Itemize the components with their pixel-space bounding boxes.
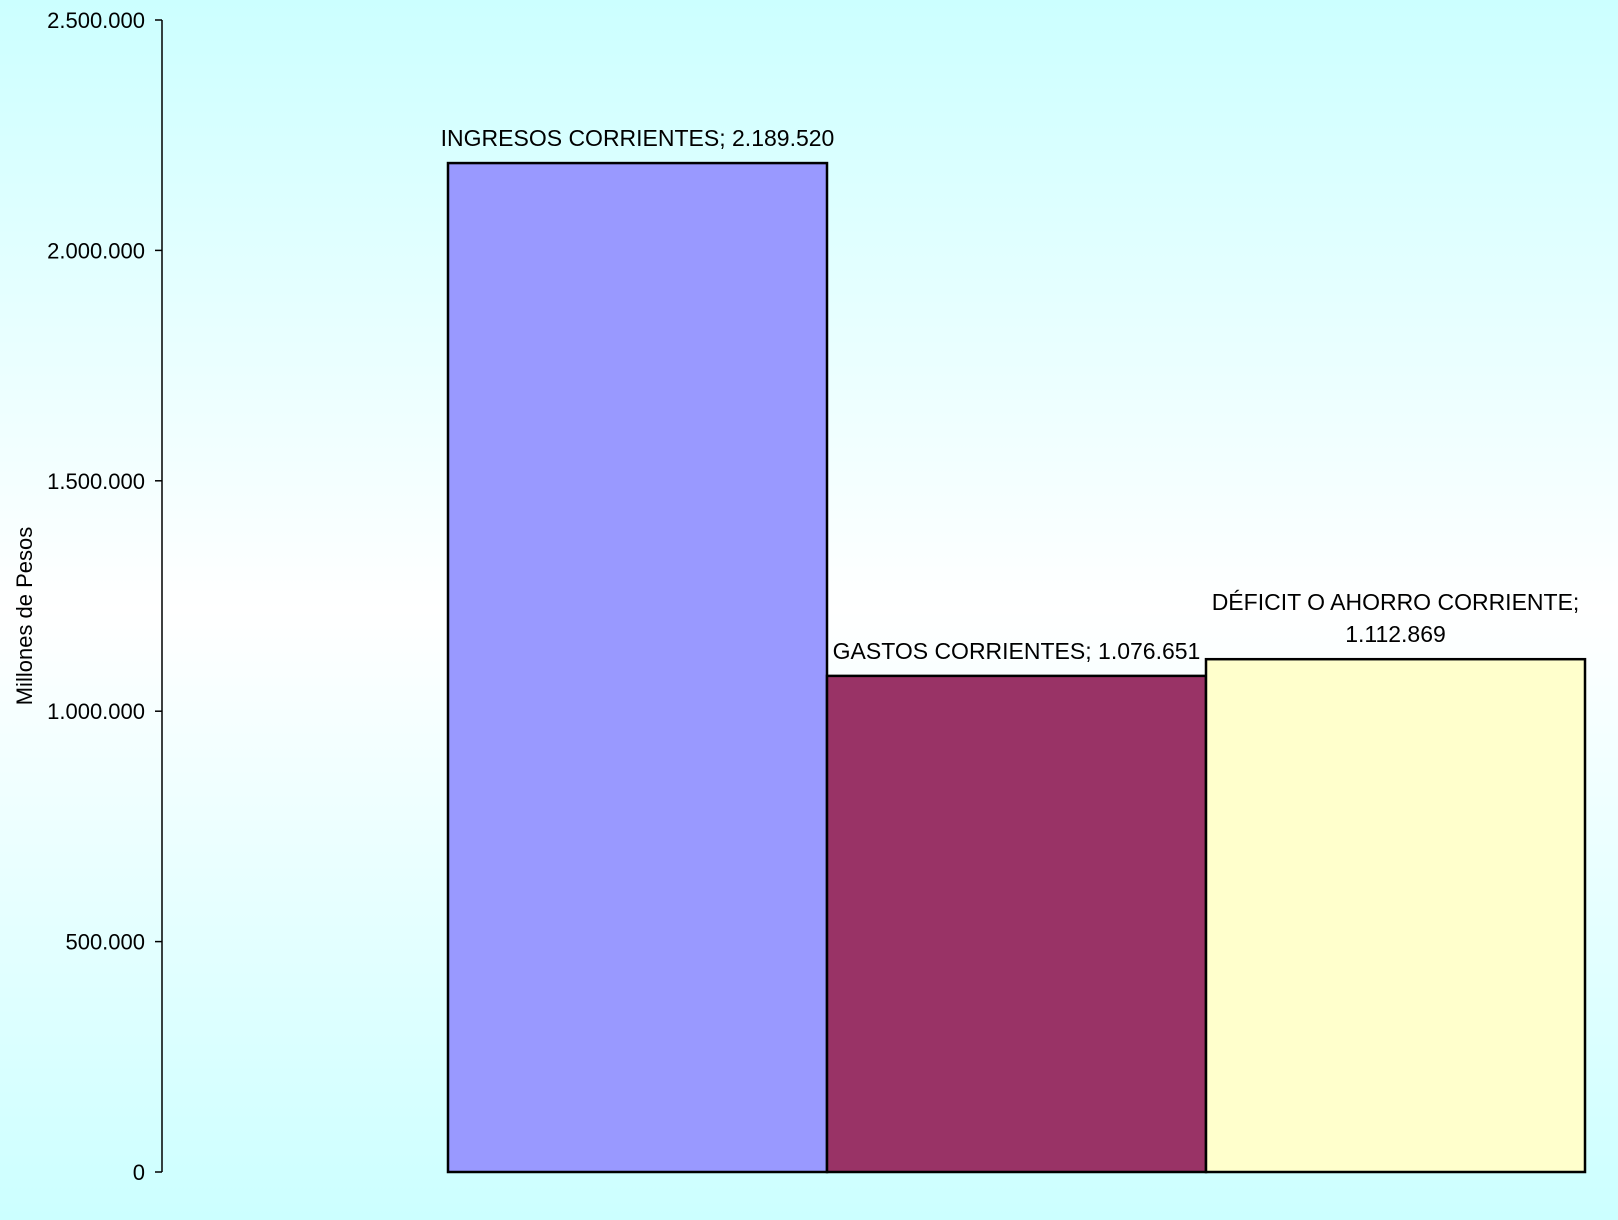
- bar: [825, 674, 1208, 1174]
- data-label: GASTOS CORRIENTES; 1.076.651: [833, 638, 1201, 664]
- data-label: INGRESOS CORRIENTES; 2.189.520: [441, 125, 835, 151]
- y-tick-label: 500.000: [65, 930, 145, 955]
- y-tick-label: 1.000.000: [47, 699, 145, 724]
- bar: [446, 161, 829, 1174]
- data-labels: INGRESOS CORRIENTES; 2.189.520 GASTOS COR…: [441, 125, 1580, 664]
- bar: [1204, 657, 1587, 1174]
- y-tick-label: 1.500.000: [47, 469, 145, 494]
- y-tick-label: 0: [133, 1160, 145, 1185]
- data-label: DÉFICIT O AHORRO CORRIENTE;: [1212, 589, 1580, 615]
- y-tick-label: 2.500.000: [47, 8, 145, 33]
- bars: [446, 161, 1587, 1174]
- y-axis: 0 500.000 1.000.000 1.500.000 2.000.000 2.500…: [47, 8, 163, 1185]
- y-tick-label: 2.000.000: [47, 238, 145, 263]
- y-axis-title: Millones de Pesos: [12, 527, 37, 706]
- data-label: 1.112.869: [1345, 621, 1446, 647]
